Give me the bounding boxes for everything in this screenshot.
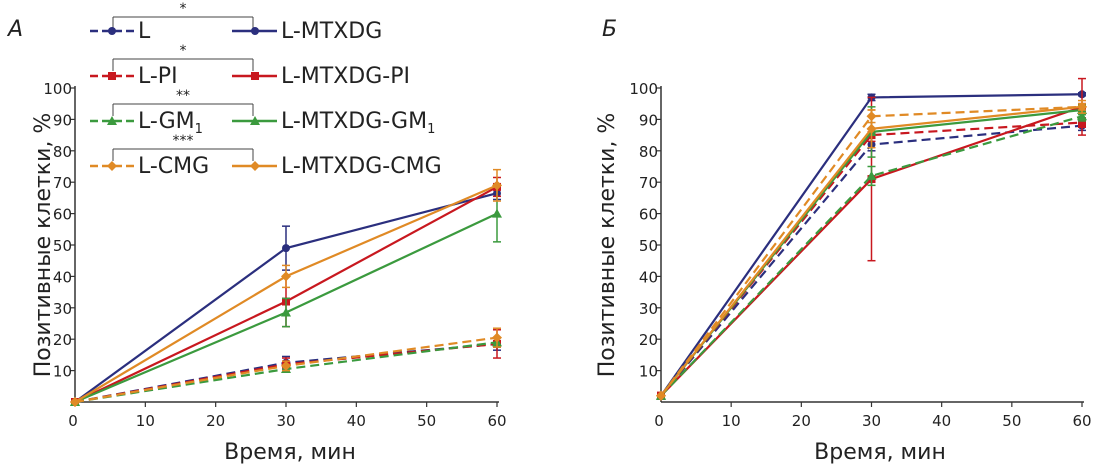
y-tick-label: 10 xyxy=(53,363,72,381)
x-tick-label: 0 xyxy=(68,412,78,430)
significance-stars: *** xyxy=(173,133,194,149)
legend-label: L-MTXDG-GM1 xyxy=(281,109,435,137)
y-tick-label: 80 xyxy=(53,143,72,161)
y-tick-label: 10 xyxy=(639,363,658,381)
panel-b: Б Позитивные клетки, % Время, мин 0 10 20 3… xyxy=(595,17,1092,465)
x-axis-label: Время, мин xyxy=(224,440,356,465)
legend-label: L-GM1 xyxy=(138,109,203,137)
x-tick-label: 20 xyxy=(206,412,225,430)
series-line xyxy=(660,105,1083,397)
y-tick-label: 60 xyxy=(53,206,72,224)
y-tick-label: 50 xyxy=(53,237,72,255)
x-tick-label: 40 xyxy=(932,412,951,430)
data-point xyxy=(70,397,80,407)
x-tick-label: 30 xyxy=(862,412,881,430)
y-tick-label: 20 xyxy=(53,331,72,349)
x-tick-label: 40 xyxy=(347,412,366,430)
data-point xyxy=(108,72,116,80)
panel-label: Б xyxy=(602,17,617,42)
significance-stars: ** xyxy=(176,88,190,104)
y-tick-label: 30 xyxy=(639,300,658,318)
data-point xyxy=(281,271,291,282)
y-tick-label: 70 xyxy=(639,174,658,192)
y-tick-label: 100 xyxy=(43,80,72,98)
y-tick-label: 90 xyxy=(53,111,72,129)
y-tick-label: 80 xyxy=(639,143,658,161)
data-point xyxy=(1077,111,1087,121)
y-tick-label: 60 xyxy=(639,206,658,224)
significance-stars: * xyxy=(180,43,187,59)
data-point xyxy=(492,208,502,218)
x-tick-label: 30 xyxy=(276,412,295,430)
x-axis-label: Время, мин xyxy=(814,440,946,465)
panel-a: А Позитивные клетки, % Время, мин 0 10 20 3… xyxy=(6,1,507,465)
x-tick-label: 10 xyxy=(722,412,741,430)
data-point xyxy=(281,360,291,371)
y-tick-label: 100 xyxy=(629,80,658,98)
x-tick-label: 60 xyxy=(1072,412,1091,430)
legend-subscript: 1 xyxy=(195,122,203,137)
y-axis-label: Позитивные клетки, % xyxy=(595,113,620,378)
y-tick-label: 40 xyxy=(53,268,72,286)
data-point xyxy=(656,390,666,401)
data-point xyxy=(492,332,502,343)
data-point xyxy=(281,307,291,317)
data-point xyxy=(107,161,117,171)
y-tick-label: 50 xyxy=(639,237,658,255)
data-point xyxy=(108,27,116,35)
data-point xyxy=(282,244,290,253)
legend-subscript: 1 xyxy=(427,122,435,137)
data-point xyxy=(107,116,117,125)
data-point xyxy=(251,72,259,80)
x-tick-label: 50 xyxy=(417,412,436,430)
data-point xyxy=(1077,101,1087,112)
panel-label: А xyxy=(6,17,23,42)
legend-label: L-MTXDG-CMG xyxy=(281,154,442,179)
legend-label: L-PI xyxy=(138,64,178,89)
legend-label: L-MTXDG-PI xyxy=(281,64,410,89)
y-tick-label: 30 xyxy=(53,300,72,318)
x-tick-label: 20 xyxy=(792,412,811,430)
data-point xyxy=(866,123,877,134)
legend-label: L-CMG xyxy=(138,154,209,179)
x-tick-label: 60 xyxy=(487,412,506,430)
series-line xyxy=(660,115,1083,397)
y-tick-label: 20 xyxy=(639,331,658,349)
x-tick-label: 10 xyxy=(136,412,155,430)
legend-label: L-MTXDG xyxy=(281,19,382,44)
y-axis-label: Позитивные клетки, % xyxy=(31,113,56,378)
data-point xyxy=(866,170,877,180)
legend: *L L-MTXDG*L-PI L-MTXDG-PI**L-GM1 L-MTXDG-G… xyxy=(90,1,442,179)
y-tick-label: 40 xyxy=(639,268,658,286)
data-point xyxy=(250,116,260,125)
data-point xyxy=(251,27,259,35)
legend-label: L xyxy=(138,19,151,44)
significance-stars: * xyxy=(180,1,187,17)
y-tick-label: 90 xyxy=(639,111,658,129)
data-point xyxy=(250,161,260,171)
data-point xyxy=(492,180,502,191)
y-tick-label: 70 xyxy=(53,174,72,192)
x-tick-label: 0 xyxy=(654,412,664,430)
x-tick-label: 50 xyxy=(1002,412,1021,430)
